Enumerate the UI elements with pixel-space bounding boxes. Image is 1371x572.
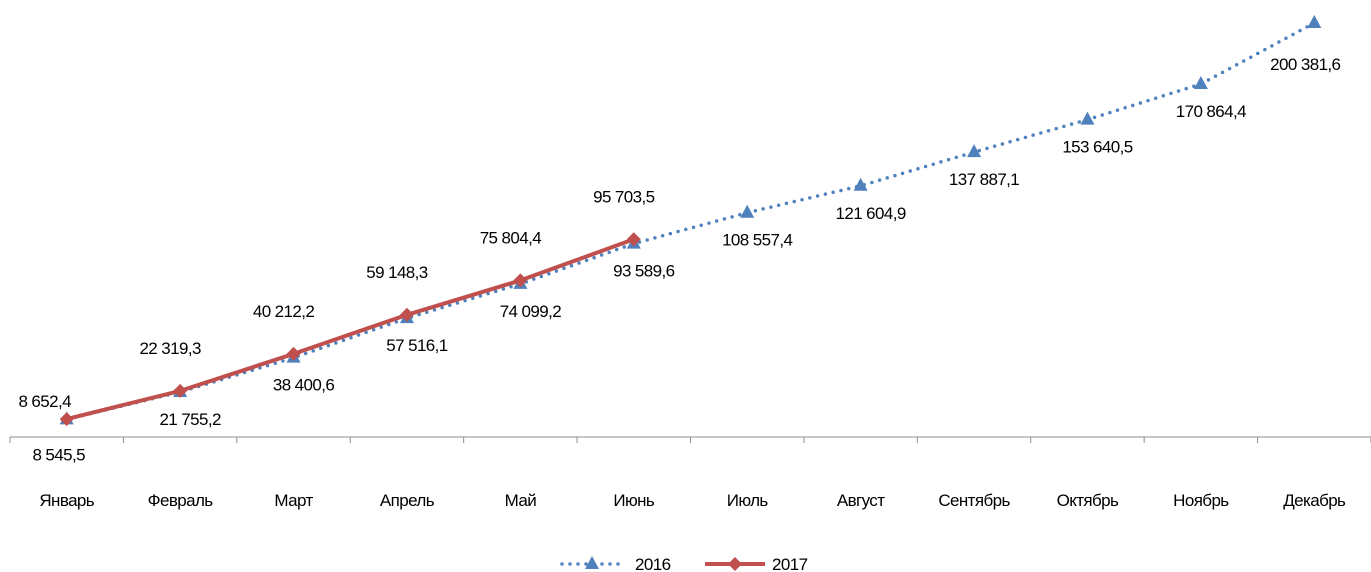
legend-item-2016: 2016 bbox=[560, 555, 671, 572]
data-label: 8 652,4 bbox=[18, 392, 71, 411]
legend-item-2017: 2017 bbox=[705, 555, 808, 572]
data-point-marker bbox=[853, 177, 868, 191]
data-label: 153 640,5 bbox=[1062, 138, 1132, 157]
data-label: 200 381,6 bbox=[1270, 55, 1340, 74]
x-tick-label: Сентябрь bbox=[938, 491, 1010, 510]
series-line bbox=[66, 237, 635, 422]
data-label: 137 887,1 bbox=[949, 170, 1019, 189]
data-label: 8 545,5 bbox=[32, 445, 85, 464]
data-point-marker bbox=[626, 232, 641, 247]
legend-label: 2016 bbox=[635, 555, 671, 572]
data-label: 59 148,3 bbox=[366, 263, 428, 282]
data-point-marker bbox=[1080, 111, 1095, 125]
x-tick-label: Ноябрь bbox=[1173, 491, 1229, 510]
data-point-marker bbox=[59, 412, 74, 427]
data-label: 57 516,1 bbox=[386, 336, 448, 355]
data-point-marker bbox=[173, 383, 188, 398]
series-2016 bbox=[59, 15, 1322, 425]
x-tick-label: Июль bbox=[727, 491, 769, 510]
x-tick-label: Май bbox=[505, 491, 537, 510]
x-tick-label: Декабрь bbox=[1283, 491, 1346, 510]
data-point-marker bbox=[286, 346, 301, 361]
data-labels: 8 545,5 21 755,2 38 400,6 57 516,1 74 099,2 9… bbox=[18, 55, 1341, 464]
data-point-marker bbox=[967, 144, 982, 158]
x-tick-label: Февраль bbox=[148, 491, 214, 510]
x-axis: Январь Февраль Март Апрель Май Июнь Июль Август… bbox=[9, 436, 1371, 510]
x-tick-label: Август bbox=[837, 491, 885, 510]
data-point-marker bbox=[1193, 75, 1208, 89]
data-point-marker bbox=[513, 273, 528, 288]
legend: 2016 2017 bbox=[560, 555, 808, 572]
data-label: 170 864,4 bbox=[1176, 102, 1246, 121]
data-point-marker bbox=[740, 204, 755, 218]
x-tick-label: Март bbox=[274, 491, 313, 510]
data-label: 95 703,5 bbox=[593, 187, 655, 206]
data-label: 38 400,6 bbox=[273, 376, 335, 395]
x-tick-label: Январь bbox=[39, 491, 94, 510]
data-point-marker bbox=[585, 556, 599, 569]
x-tick-label: Октябрь bbox=[1057, 491, 1119, 510]
series-line bbox=[64, 21, 1317, 422]
data-label: 21 755,2 bbox=[159, 410, 221, 429]
plot-area bbox=[59, 15, 1322, 427]
data-label: 121 604,9 bbox=[836, 204, 906, 223]
data-label: 40 212,2 bbox=[253, 302, 315, 321]
data-label: 93 589,6 bbox=[613, 262, 675, 281]
data-label: 22 319,3 bbox=[139, 339, 201, 358]
data-point-marker bbox=[1307, 15, 1322, 28]
x-tick-label: Апрель bbox=[380, 491, 435, 510]
legend-label: 2017 bbox=[772, 555, 808, 572]
data-label: 108 557,4 bbox=[722, 231, 792, 250]
series-2017 bbox=[59, 232, 641, 427]
data-point-marker bbox=[728, 557, 742, 571]
data-point-marker bbox=[399, 307, 414, 322]
x-tick-label: Июнь bbox=[613, 491, 655, 510]
data-label: 75 804,4 bbox=[480, 228, 542, 247]
data-label: 74 099,2 bbox=[500, 302, 562, 321]
